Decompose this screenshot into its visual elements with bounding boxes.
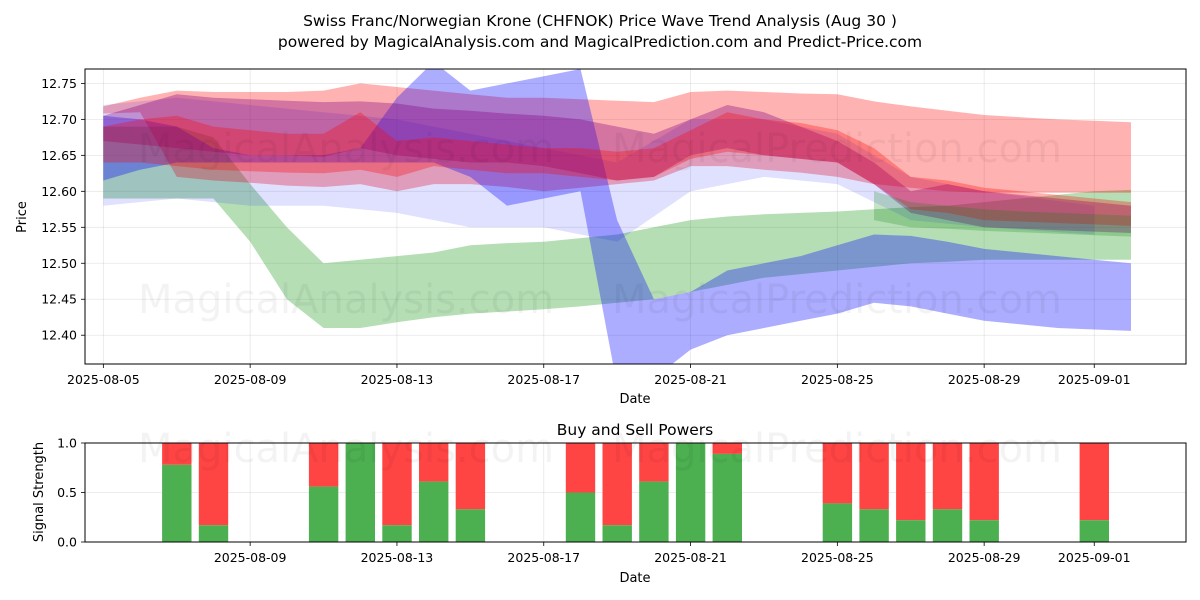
price-x-tick-label: 2025-08-13 (361, 372, 434, 387)
price-y-tick-label: 12.65 (41, 148, 77, 163)
price-wave-band-4 (103, 94, 1131, 233)
watermark-prediction-top: MagicalPrediction.com (612, 126, 1062, 172)
signal-x-tick-label: 2025-08-17 (507, 550, 580, 565)
price-gridlines (85, 69, 1186, 364)
sell-power-bar (565, 443, 596, 493)
buy-power-bar (345, 443, 375, 542)
sell-power-bar (859, 443, 889, 510)
figure-title-line1: Swiss Franc/Norwegian Krone (CHFNOK) Pri… (303, 12, 897, 30)
price-y-tick-label: 12.60 (41, 184, 77, 199)
signal-plot-background (85, 443, 1186, 542)
price-plot-frame (84, 68, 1187, 365)
signal-y-tick-label: 0.5 (57, 485, 77, 500)
buy-sell-chart: Buy and Sell Powers MagicalAnalysis.com … (32, 421, 1187, 586)
signal-x-ticks: 2025-08-09 2025-08-13 2025-08-17 2025-08-21… (214, 542, 1131, 565)
buy-power-bar (455, 509, 486, 542)
price-x-tick-label: 2025-08-21 (654, 372, 727, 387)
price-x-ticks: 2025-08-05 2025-08-09 2025-08-13 2025-08-17… (67, 364, 1131, 387)
price-y-ticks: 12.40 12.45 12.50 12.55 12.60 12.65 12.70 12.75 (41, 76, 85, 343)
sell-power-bar (712, 443, 742, 454)
sell-power-bar (1079, 443, 1109, 521)
buy-power-bar (859, 509, 889, 542)
price-wave-band-2 (103, 69, 1131, 364)
watermark-analysis-top: MagicalAnalysis.com (138, 126, 554, 172)
buy-power-bar (162, 464, 192, 542)
figure-title-line2: powered by MagicalAnalysis.com and Magic… (278, 33, 922, 51)
buy-power-bar (602, 525, 632, 542)
sell-power-bar (308, 443, 339, 487)
sell-power-bar (419, 443, 449, 482)
price-x-tick-label: 2025-08-05 (67, 372, 140, 387)
price-y-tick-label: 12.75 (41, 76, 77, 91)
signal-y-ticks: 0.0 0.5 1.0 (57, 436, 85, 550)
buy-power-bar (969, 520, 999, 542)
sell-power-bar (162, 443, 192, 465)
price-x-tick-label: 2025-09-01 (1058, 372, 1131, 387)
signal-x-tick-label: 2025-08-09 (214, 550, 287, 565)
signal-x-tick-label: 2025-09-01 (1058, 550, 1131, 565)
watermark-prediction-bottom: MagicalPrediction.com (612, 426, 1062, 472)
price-x-tick-label: 2025-08-17 (507, 372, 580, 387)
price-x-tick-label: 2025-08-25 (801, 372, 874, 387)
sell-power-bar (932, 443, 963, 510)
watermark-prediction-mid: MagicalPrediction.com (612, 277, 1062, 323)
signal-y-axis-label: Signal Strength (32, 442, 47, 542)
price-wave-band-3 (103, 97, 1095, 242)
price-x-tick-label: 2025-08-29 (948, 372, 1021, 387)
sell-power-bar (382, 443, 412, 526)
signal-x-tick-label: 2025-08-25 (801, 550, 874, 565)
signal-y-tick-label: 0.0 (57, 535, 77, 550)
buy-sell-title: Buy and Sell Powers (557, 421, 714, 439)
buy-power-bar (675, 443, 706, 542)
signal-x-axis-label: Date (619, 571, 650, 586)
price-wave-band-6 (874, 191, 1131, 237)
price-y-tick-label: 12.40 (41, 328, 77, 343)
signal-x-tick-label: 2025-08-13 (361, 550, 434, 565)
sell-power-bar (896, 443, 926, 521)
signal-bars (162, 443, 1109, 542)
price-wave-bands (103, 69, 1131, 364)
signal-x-tick-label: 2025-08-29 (948, 550, 1021, 565)
buy-power-bar (565, 492, 596, 542)
price-x-tick-label: 2025-08-09 (214, 372, 287, 387)
price-y-tick-label: 12.55 (41, 220, 77, 235)
buy-power-bar (308, 486, 339, 542)
signal-x-tick-label: 2025-08-21 (654, 550, 727, 565)
sell-power-bar (822, 443, 853, 504)
price-y-axis-label: Price (15, 201, 30, 233)
sell-power-bar (455, 443, 486, 510)
signal-y-tick-label: 1.0 (57, 436, 77, 451)
watermark-analysis-mid: MagicalAnalysis.com (138, 277, 554, 323)
price-y-tick-label: 12.70 (41, 112, 77, 127)
buy-power-bar (896, 520, 926, 542)
buy-power-bar (198, 525, 229, 542)
buy-power-bar (822, 503, 853, 542)
buy-power-bar (932, 509, 963, 542)
price-wave-band-5 (103, 112, 1131, 226)
price-x-axis-label: Date (619, 392, 650, 407)
buy-power-bar (419, 481, 449, 542)
buy-power-bar (382, 525, 412, 542)
buy-power-bar (712, 453, 742, 542)
price-wave-band-1 (103, 83, 1131, 193)
price-y-tick-label: 12.50 (41, 256, 77, 271)
price-plot-background (85, 69, 1186, 364)
sell-power-bar (639, 443, 669, 482)
watermark-analysis-bottom: MagicalAnalysis.com (138, 426, 554, 472)
sell-power-bar (969, 443, 999, 521)
buy-power-bar (1079, 520, 1109, 542)
price-wave-chart: MagicalAnalysis.com MagicalPrediction.co… (15, 68, 1187, 407)
price-y-tick-label: 12.45 (41, 292, 77, 307)
sell-power-bar (602, 443, 632, 526)
sell-power-bar (198, 443, 229, 526)
price-wave-band-0 (103, 126, 1131, 328)
buy-power-bar (639, 481, 669, 542)
